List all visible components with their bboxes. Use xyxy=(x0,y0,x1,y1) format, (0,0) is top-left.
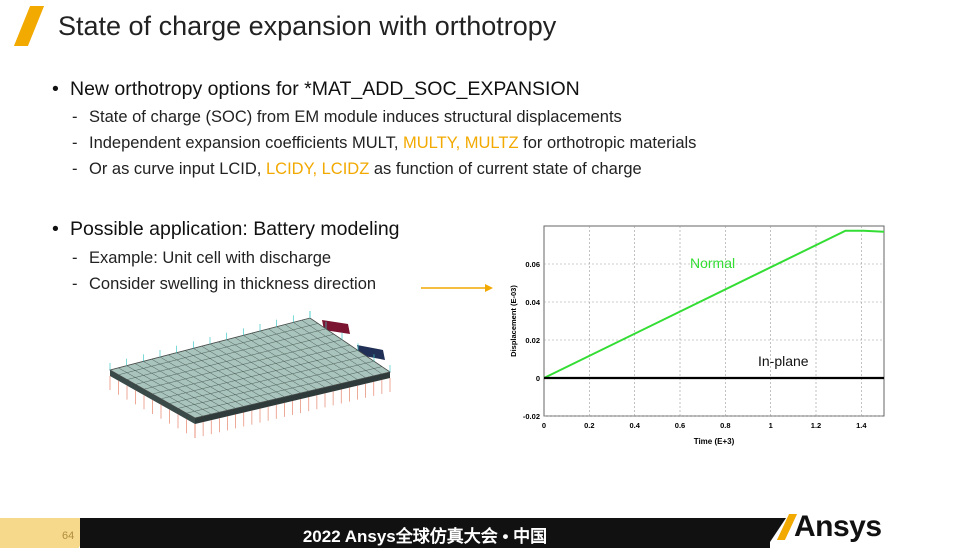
y-tick-label: 0 xyxy=(536,374,540,383)
sub-text: Independent expansion coefficients MULT, xyxy=(89,134,404,152)
sub-text: Or as curve input LCID, xyxy=(89,160,266,178)
mesh-line xyxy=(169,355,367,404)
logo-text: Ansys xyxy=(794,510,882,543)
mesh-line xyxy=(135,333,335,385)
x-tick-label: 0.2 xyxy=(584,421,594,430)
sub-bullet-curve-input: - Or as curve input LCID, LCIDY, LCIDZ as… xyxy=(72,160,642,178)
sub-text: for orthotropic materials xyxy=(518,134,697,152)
x-tick-label: 0 xyxy=(542,421,546,430)
mesh-line xyxy=(126,328,327,380)
arrow-icon xyxy=(421,284,493,292)
mesh-line xyxy=(118,323,319,376)
battery-cell-illustration xyxy=(108,311,391,438)
event-name: 2022 Ansys全球仿真大会 • 中国 xyxy=(302,527,548,546)
page-number: 64 xyxy=(62,530,75,542)
ansys-logo: Ansys xyxy=(776,510,882,544)
mesh-line xyxy=(152,344,351,395)
sub-text: as function of current state of charge xyxy=(369,160,642,178)
highlight-text: MULTY, MULTZ xyxy=(403,134,519,152)
mesh-line xyxy=(177,360,375,409)
bullet-battery-modeling: • Possible application: Battery modeling xyxy=(52,218,400,240)
series-line-normal xyxy=(543,229,885,379)
sub-bullet-swelling: - Consider swelling in thickness directio… xyxy=(72,275,377,293)
mesh-line xyxy=(160,350,359,400)
y-tick-label: 0.04 xyxy=(525,298,540,307)
sub-text: Example: Unit cell with discharge xyxy=(89,249,332,267)
x-tick-label: 1 xyxy=(769,421,773,430)
slide-title: State of charge expansion with orthotrop… xyxy=(58,11,557,41)
title-accent-slash xyxy=(13,6,45,46)
x-tick-label: 1.4 xyxy=(856,421,867,430)
y-tick-label: 0.02 xyxy=(525,336,540,345)
annotation-normal: Normal xyxy=(690,255,735,271)
footer-bar-edge xyxy=(766,518,786,548)
annotation-in-plane: In-plane xyxy=(758,353,809,369)
y-tick-label: 0.06 xyxy=(525,260,540,269)
bullet-orthotropy-options: • New orthotropy options for *MAT_ADD_SOC… xyxy=(52,78,580,100)
sub-text: Consider swelling in thickness direction xyxy=(89,275,377,293)
plot-frame xyxy=(543,225,885,417)
x-axis-label: Time (E+3) xyxy=(694,437,735,446)
bullet-text: New orthotropy options for *MAT_ADD_SOC_… xyxy=(70,78,580,100)
highlight-text: LCIDY, LCIDZ xyxy=(265,160,370,178)
chart-series xyxy=(543,229,885,380)
footer-bar: 2022 Ansys全球仿真大会 • 中国 xyxy=(80,518,770,548)
mesh-line xyxy=(143,339,343,390)
footer: 2022 Ansys全球仿真大会 • 中国 64 Ansys xyxy=(0,510,975,548)
sub-bullet-coefficients: - Independent expansion coefficients MULT… xyxy=(72,134,697,152)
sub-bullet-soc: - State of charge (SOC) from EM module in… xyxy=(72,108,622,126)
sub-text: State of charge (SOC) from EM module ind… xyxy=(89,108,622,126)
bullet-text: Possible application: Battery modeling xyxy=(70,218,400,240)
y-tick-label: -0.02 xyxy=(523,412,540,421)
x-tick-label: 0.8 xyxy=(720,421,730,430)
mesh-line xyxy=(186,366,383,414)
y-axis-label: Displacement (E-03) xyxy=(509,285,518,357)
sub-bullet-example: - Example: Unit cell with discharge xyxy=(72,249,332,267)
x-tick-label: 1.2 xyxy=(811,421,821,430)
x-tick-label: 0.4 xyxy=(629,421,640,430)
x-tick-label: 0.6 xyxy=(675,421,685,430)
